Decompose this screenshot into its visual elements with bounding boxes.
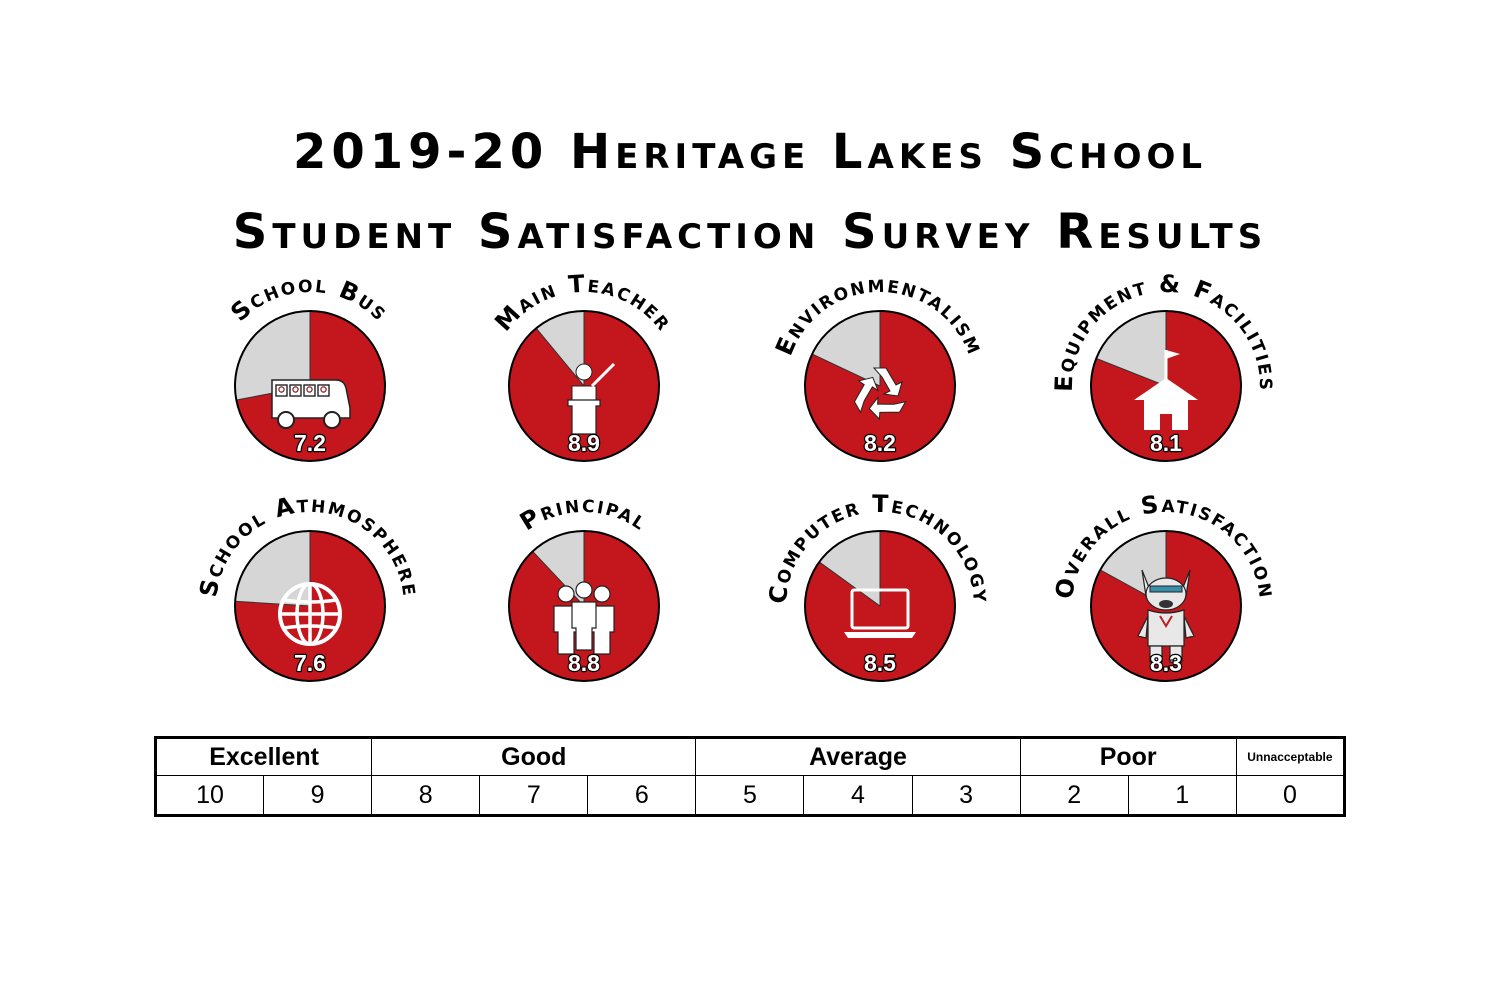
scale-value-cell: 4 [803,775,913,816]
scale-category-row: Excellent Good Average Poor Unnacceptable [154,737,1346,776]
scale-category-unnacceptable: Unnacceptable [1235,737,1346,776]
pie-score-label: 8.5 [864,650,896,676]
scale-value-cell: 7 [479,775,589,816]
scale-category-excellent: Excellent [154,737,373,776]
scale-value-cell: 8 [371,775,481,816]
recycle-icon [853,367,907,421]
scale-value-cell: 2 [1019,775,1129,816]
pie-outline [508,310,660,462]
teacher-icon [567,362,616,435]
scale-value-cell: 9 [263,775,373,816]
mascot-icon [1137,569,1195,663]
pie-outline [1090,310,1242,462]
people-icon [553,581,615,655]
pie-score-label: 8.2 [864,430,896,456]
pie-outline [1090,530,1242,682]
scale-category-average: Average [695,737,1021,776]
rating-scale-table: Excellent Good Average Poor Unnacceptable 10… [154,736,1346,817]
scale-value-cell: 10 [154,775,265,816]
pie-score-label: 8.8 [568,650,600,676]
scale-value-cell: 0 [1235,775,1346,816]
pie-outline [804,310,956,462]
scale-category-poor: Poor [1019,737,1237,776]
scale-value-cell: 6 [587,775,697,816]
scale-value-cell: 3 [911,775,1021,816]
schoolhouse-icon [1134,350,1198,430]
title-line-1: 2019-20 Heritage Lakes School [292,124,1208,180]
scale-value-cell: 5 [695,775,805,816]
title-line-2: Student Satisfaction Survey Results [232,204,1268,260]
pie-score-label: 7.2 [294,430,326,456]
globe-icon [278,582,342,646]
pie-score-label: 8.1 [1150,430,1182,456]
pie-score-label: 7.6 [294,650,326,676]
laptop-icon [844,588,916,638]
pie-outline [234,530,386,682]
pie-score-label: 8.9 [568,430,600,456]
pie-category-label: Principal [515,490,654,536]
scale-value-cell: 1 [1127,775,1237,816]
scale-category-good: Good [371,737,697,776]
pie-outline [508,530,660,682]
pie-outline [804,530,956,682]
pie-outline [234,310,386,462]
pie-principal: 8.8 Principal [508,490,660,682]
pie-score-label: 8.3 [1150,650,1182,676]
bus-icon [271,379,351,429]
scale-value-row: 10 9 8 7 6 5 4 3 2 1 0 [154,775,1346,816]
